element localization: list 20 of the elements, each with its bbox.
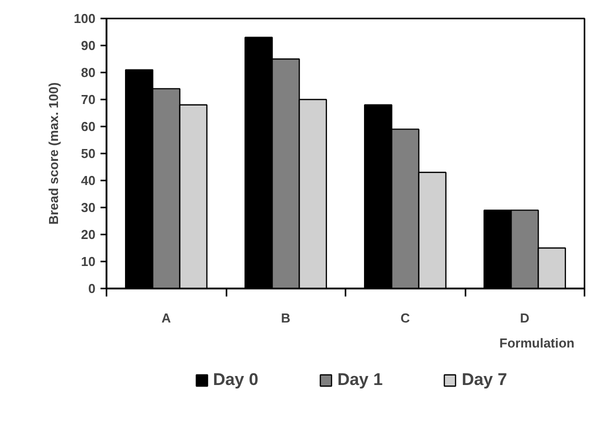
y-tick-label: 30 xyxy=(81,200,96,215)
y-tick-label: 60 xyxy=(81,119,96,134)
y-tick-label: 90 xyxy=(81,38,96,53)
y-tick-label: 10 xyxy=(81,254,96,269)
y-tick-label: 70 xyxy=(81,92,96,107)
x-tick-label: C xyxy=(400,310,411,326)
y-tick-label: 50 xyxy=(81,146,96,161)
y-tick-label: 100 xyxy=(74,11,96,26)
y-tick-label: 20 xyxy=(81,227,96,242)
y-tick-label: 0 xyxy=(88,281,96,296)
legend-label: Day 7 xyxy=(462,370,508,390)
x-tick-label: B xyxy=(281,310,290,326)
legend-label: Day 0 xyxy=(212,370,258,390)
legend-label: Day 1 xyxy=(337,370,383,390)
x-axis-title: Formulation xyxy=(499,336,575,350)
y-tick-label: 80 xyxy=(81,65,96,80)
y-tick-label: 40 xyxy=(81,173,96,188)
y-axis-title: Bread score (max. 100) xyxy=(46,82,61,225)
x-tick-label: D xyxy=(520,310,530,326)
x-tick-label: A xyxy=(162,310,172,326)
